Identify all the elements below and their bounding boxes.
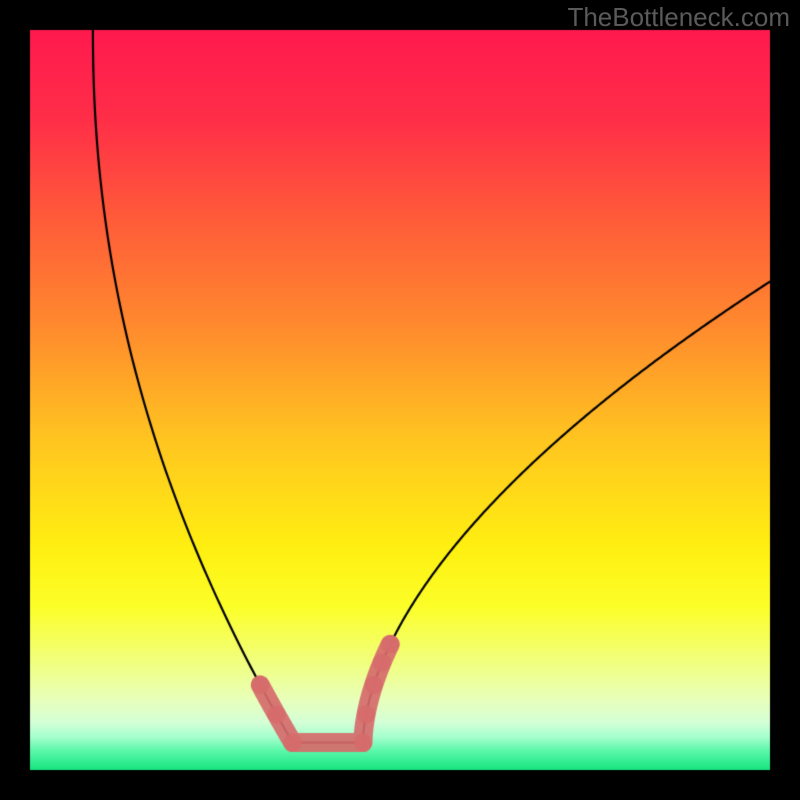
chart-stage: TheBottleneck.com [0, 0, 800, 800]
bottleneck-curve-chart [0, 0, 800, 800]
watermark-text: TheBottleneck.com [567, 2, 790, 33]
